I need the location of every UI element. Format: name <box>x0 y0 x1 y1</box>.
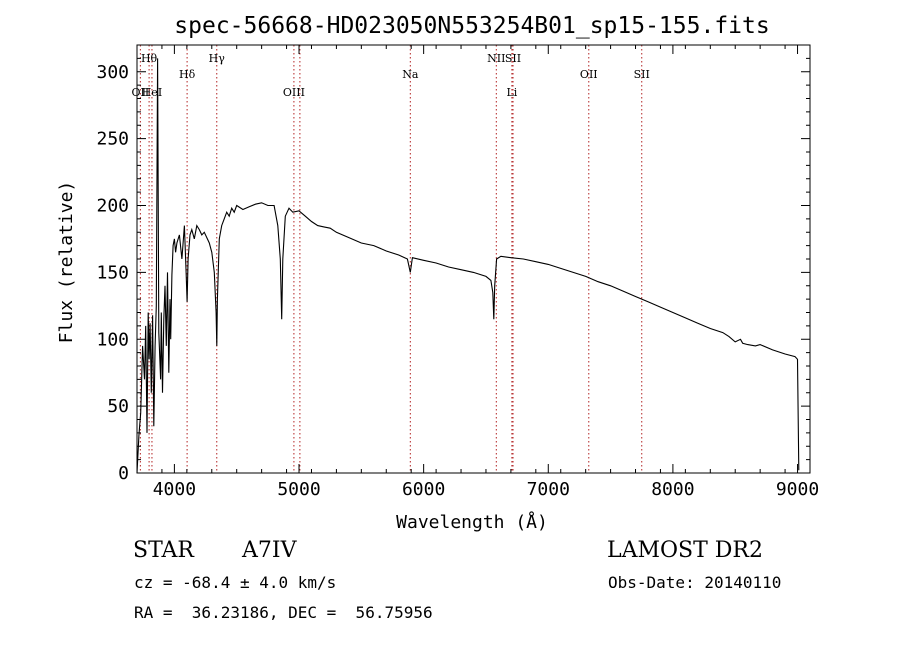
x-tick-label: 7000 <box>527 479 570 500</box>
spectral-line-label: SII <box>634 68 650 81</box>
spectral-line-label: Hθ <box>141 52 158 65</box>
x-tick-label: 8000 <box>651 479 694 500</box>
y-tick-label: 200 <box>96 196 129 217</box>
spectral-line-label: OII <box>580 68 598 81</box>
x-tick-label: 4000 <box>153 479 196 500</box>
spectral-line-label: Hγ <box>209 52 226 65</box>
y-tick-label: 50 <box>107 396 129 417</box>
spectral-line-label: OII <box>132 86 150 99</box>
survey-name: LAMOST DR2 <box>607 538 763 563</box>
y-tick-label: 150 <box>96 262 129 283</box>
observation-date: Obs-Date: 20140110 <box>608 573 782 592</box>
spectral-line-label: Li <box>506 86 517 99</box>
spectral-line-label: Hδ <box>179 68 196 81</box>
object-subclass: A7IV <box>242 538 297 563</box>
chart-title: spec-56668-HD023050N553254B01_sp15-155.f… <box>174 13 769 39</box>
redshift-cz: cz = -68.4 ± 4.0 km/s <box>134 573 337 592</box>
spectral-line-label: Na <box>402 68 419 81</box>
y-tick-label: 300 <box>96 62 129 83</box>
object-type: STAR <box>133 538 194 563</box>
x-axis-label: Wavelength (Å) <box>396 511 548 533</box>
y-axis-label: Flux (relative) <box>56 181 77 344</box>
spectrum-series-line <box>136 58 800 474</box>
x-tick-label: 9000 <box>776 479 819 500</box>
spectral-line-label: OIII <box>283 86 305 99</box>
spectral-line-label: HeI <box>142 86 162 99</box>
y-tick-label: 100 <box>96 329 129 350</box>
y-tick-label: 250 <box>96 129 129 150</box>
y-tick-label: 0 <box>118 463 129 484</box>
spectral-line-label: NII <box>487 52 505 65</box>
x-tick-label: 5000 <box>277 479 320 500</box>
axes: 4000 5000 6000 7000 8000 9000 0 50 100 150 200 250 3… <box>96 44 819 500</box>
coordinates: RA = 36.23186, DEC = 56.75956 <box>134 603 433 622</box>
x-tick-label: 6000 <box>402 479 445 500</box>
spectral-line-label: SII <box>505 52 521 65</box>
plot-frame <box>136 44 811 474</box>
